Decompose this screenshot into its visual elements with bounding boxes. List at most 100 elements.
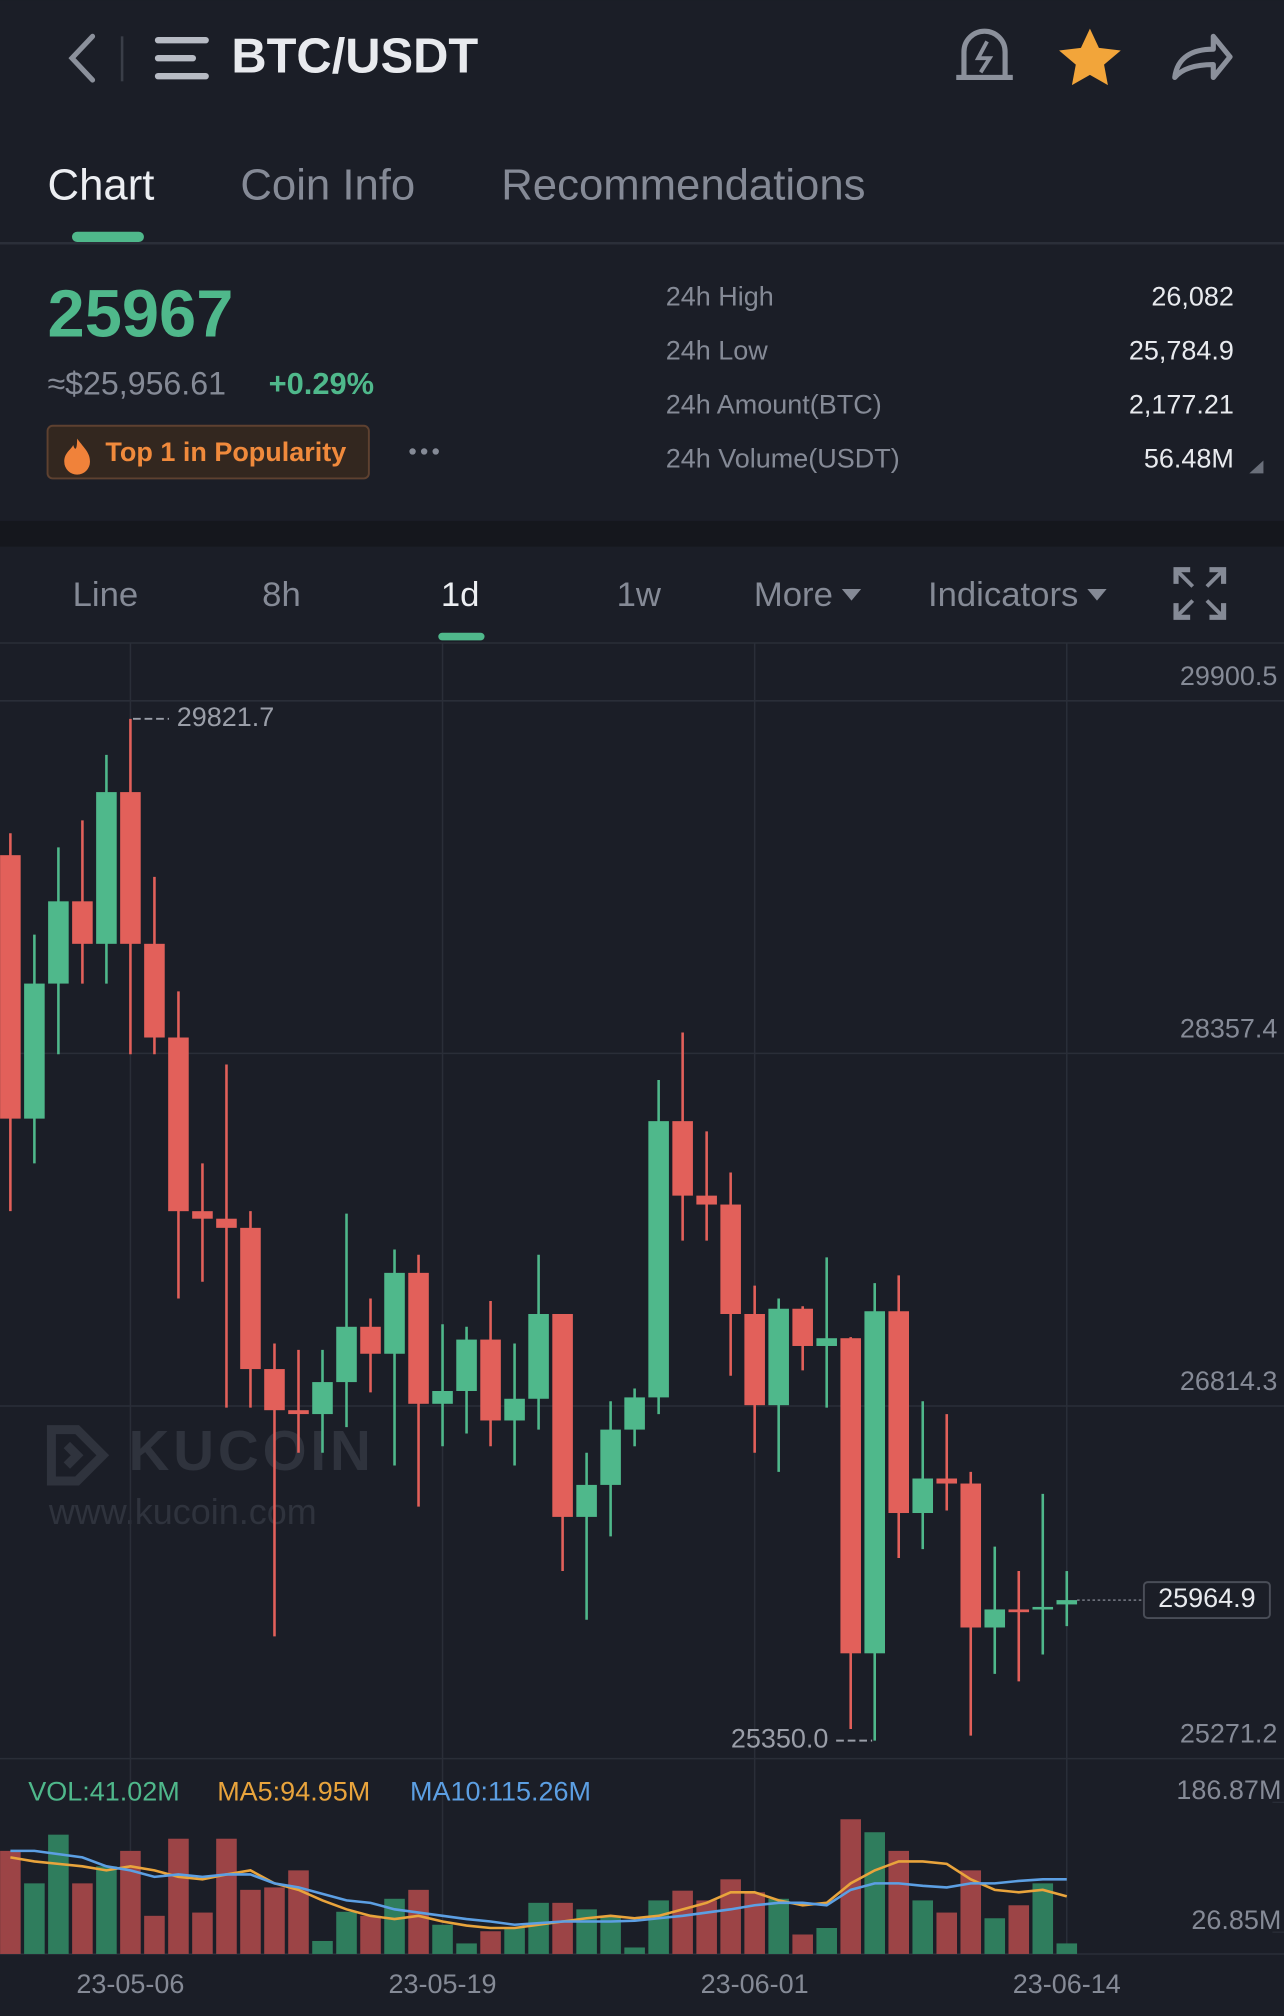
y-tick-label: 28357.4 [1180,1013,1278,1043]
candle-body [648,1121,669,1398]
badge-text: Top 1 in Popularity [105,437,346,467]
candle-body [480,1339,501,1421]
volume-bar [648,1900,669,1954]
candle-body [216,1218,237,1228]
plot: 29900.5 28357.4 26814.3 25271.2 23-05-06 23-0… [0,642,1284,1999]
volume-bar [96,1866,117,1954]
interval-option[interactable]: Indicators [928,576,1078,614]
volume-bar [168,1838,189,1954]
candle-body [912,1478,934,1514]
high-label: 29821.7 [177,702,275,732]
price-change: +0.29% [269,366,374,401]
candle-body [504,1398,525,1421]
candle-body [336,1326,357,1383]
volume-bar [1056,1943,1078,1954]
stat-value: 2,177.21 [1129,390,1234,420]
interval-option[interactable]: 1w [617,576,662,614]
more-dots[interactable] [409,448,439,455]
pair-title: BTC/USDT [231,29,478,83]
candle-body [864,1311,885,1654]
candle-body [984,1609,1006,1628]
volume-bar [192,1912,213,1954]
candle-body [48,901,69,984]
share-icon[interactable] [1172,33,1233,81]
candle-body [888,1311,910,1514]
candle-body [840,1338,861,1654]
candle-body [792,1308,813,1346]
candle-body [24,983,45,1119]
candle-body [432,1390,453,1404]
tab-chart[interactable]: Chart [48,161,155,210]
candle-body [528,1313,549,1399]
volume-bar [360,1915,381,1954]
x-tick-label: 23-05-19 [389,1969,497,1999]
candle-body [768,1308,789,1406]
candle-body [960,1483,982,1628]
back-button[interactable] [68,33,96,83]
candle-body [240,1227,261,1370]
x-tick-label: 23-06-01 [701,1969,809,1999]
volume-bar [840,1819,861,1954]
menu-icon[interactable] [154,36,209,80]
stat-value: 26,082 [1151,282,1234,312]
volume-bar [816,1927,837,1954]
candle-body [624,1397,645,1430]
volume-bar [768,1898,789,1954]
candle-body [408,1272,429,1404]
popularity-badge[interactable] [46,424,370,480]
interval-option[interactable]: More [754,576,833,614]
volume-bar [216,1838,237,1954]
ma-line [10,1849,1067,1927]
volume-bar [984,1918,1006,1954]
candle-body [672,1121,693,1196]
stats: 24h High 26,082 24h Low 25,784.9 24h Amount(… [666,282,1234,474]
volume-bar [600,1915,621,1954]
volume-legend: MA10:115.26M [410,1776,591,1806]
volume-legend: MA5:94.95M [217,1776,370,1806]
interval-underline [438,632,485,641]
volume-bar [504,1927,525,1954]
ma-line [10,1856,1068,1930]
candle-body [192,1211,213,1219]
candle-body [576,1484,597,1517]
volume-bar [744,1892,765,1954]
volume-bar [792,1934,813,1954]
stat-label: 24h Volume(USDT) [666,444,900,474]
stat-label: 24h Low [666,336,769,366]
stat-corner [1249,460,1264,474]
volume-bar [864,1832,885,1954]
volume-tick-label: 26.85M [1191,1905,1281,1935]
volume-bar [1008,1905,1030,1954]
candle-body [144,943,165,1038]
volume-bar [456,1943,477,1954]
interval-option[interactable]: 1d [441,576,480,614]
volume-bar [240,1889,261,1954]
stat-value: 56.48M [1144,444,1234,474]
interval-option[interactable]: Line [73,576,139,614]
volume-bar [312,1940,333,1954]
candle-body [360,1326,381,1354]
volume-bar [552,1902,573,1954]
candle-body [384,1272,405,1354]
volume-bar [264,1887,285,1954]
favorite-star[interactable] [1059,28,1121,86]
last-price-label: 25964.9 [1158,1583,1256,1613]
candle-body [744,1313,765,1406]
indicators-caret [1087,588,1107,601]
volume-bar [912,1900,934,1954]
volume-bar [432,1924,453,1954]
interval-option[interactable]: 8h [262,576,301,614]
volume-bar [672,1890,693,1954]
watermark-brand: KUCOIN [129,1419,375,1482]
tab-coin-info[interactable]: Coin Info [240,161,415,210]
candle-body [0,855,21,1119]
stat-label: 24h Amount(BTC) [666,390,882,420]
alert-icon[interactable] [956,28,1013,81]
fullscreen-icon[interactable] [1173,567,1227,620]
y-tick-label: 29900.5 [1180,661,1278,691]
more-caret [841,588,862,601]
candle-body [936,1478,958,1484]
tab-recommendations[interactable]: Recommendations [501,161,865,210]
